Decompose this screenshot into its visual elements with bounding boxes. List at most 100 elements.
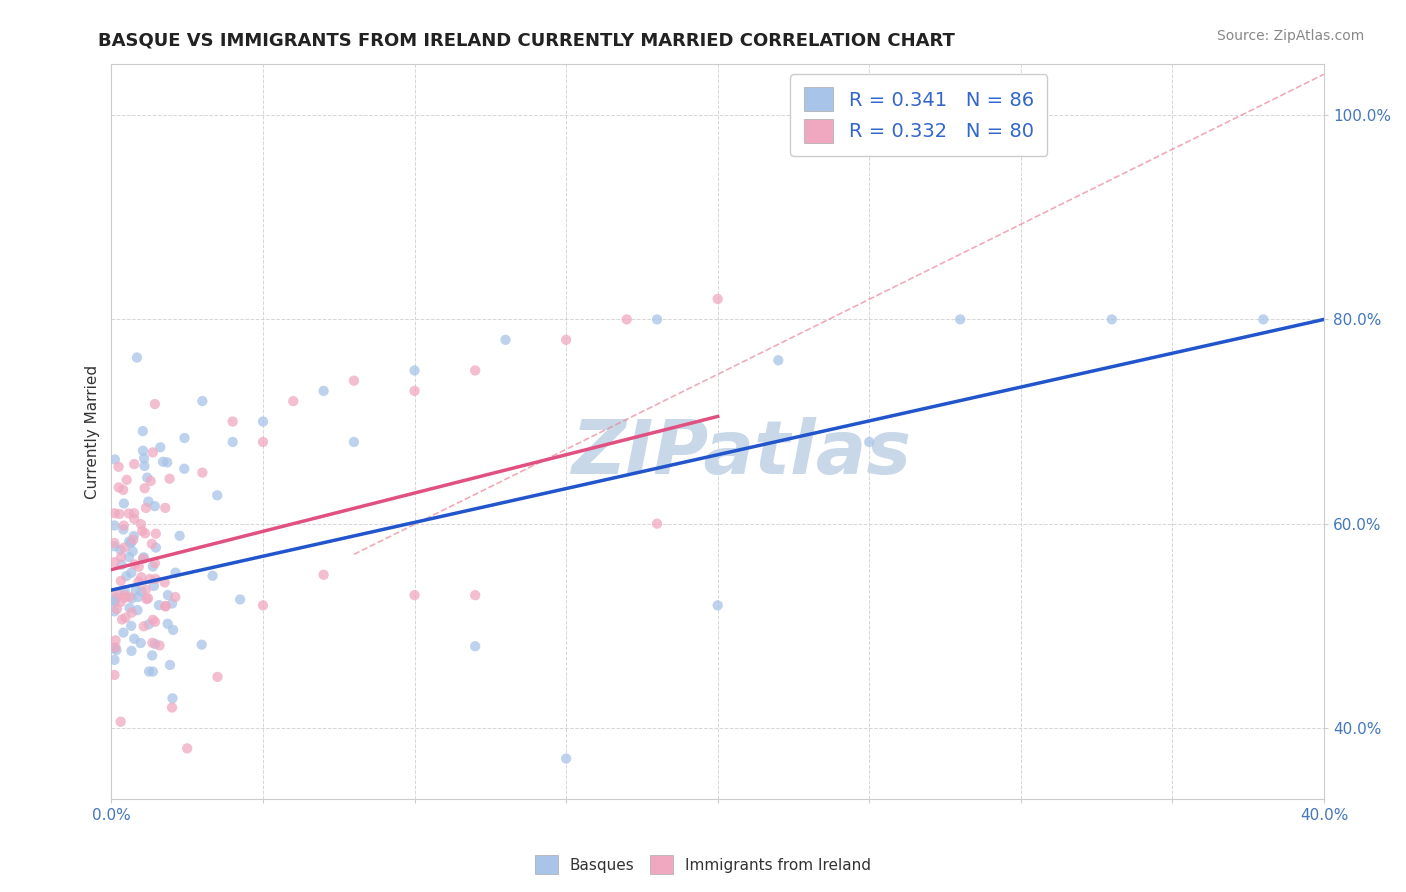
Point [252, 434, 274, 449]
Point [201, 568, 224, 582]
Point [135, 500, 157, 515]
Point [135, 582, 157, 597]
Point [127, 603, 149, 617]
Point [252, 599, 274, 613]
Point [105, 587, 128, 601]
Point [136, 591, 159, 606]
Point [114, 583, 136, 598]
Point [142, 665, 165, 679]
Point [110, 574, 132, 588]
Point [143, 499, 166, 513]
Point [132, 551, 155, 566]
Point [143, 397, 166, 411]
Point [103, 595, 125, 609]
Point [159, 657, 181, 672]
Point [160, 700, 183, 714]
Point [129, 517, 152, 532]
Text: ZIPatlas: ZIPatlas [572, 417, 912, 491]
Point [111, 612, 134, 626]
Point [229, 592, 252, 607]
Point [112, 541, 135, 555]
Text: Source: ZipAtlas.com: Source: ZipAtlas.com [1216, 29, 1364, 43]
Point [173, 462, 195, 476]
Point [136, 470, 159, 484]
Point [138, 617, 160, 632]
Point [103, 604, 125, 618]
Point [105, 643, 128, 657]
Point [112, 483, 135, 497]
Point [125, 351, 148, 365]
Point [191, 466, 214, 480]
Point [706, 599, 728, 613]
Point [159, 472, 181, 486]
Point [141, 636, 163, 650]
Point [104, 633, 127, 648]
Point [768, 353, 790, 368]
Point [142, 579, 165, 593]
Point [142, 613, 165, 627]
Point [131, 584, 153, 599]
Point [118, 601, 141, 615]
Point [165, 590, 187, 604]
Point [134, 481, 156, 495]
Point [118, 534, 141, 549]
Point [153, 575, 176, 590]
Point [128, 559, 150, 574]
Point [110, 714, 132, 729]
Point [125, 583, 148, 598]
Point [191, 394, 214, 409]
Point [114, 591, 136, 605]
Point [149, 440, 172, 454]
Point [555, 751, 578, 765]
Point [112, 625, 135, 640]
Point [121, 644, 143, 658]
Point [124, 558, 146, 572]
Point [110, 550, 132, 565]
Point [118, 590, 141, 604]
Point [145, 572, 167, 586]
Point [156, 588, 179, 602]
Point [122, 632, 145, 646]
Point [110, 595, 132, 609]
Point [142, 445, 165, 459]
Point [155, 599, 177, 613]
Point [149, 639, 172, 653]
Point [252, 415, 274, 429]
Point [122, 529, 145, 543]
Point [404, 588, 426, 602]
Point [162, 623, 184, 637]
Point [343, 374, 366, 388]
Point [122, 457, 145, 471]
Y-axis label: Currently Married: Currently Married [86, 365, 100, 499]
Point [645, 516, 668, 531]
Point [132, 443, 155, 458]
Point [103, 506, 125, 520]
Point [139, 474, 162, 488]
Point [464, 639, 486, 653]
Point [108, 507, 131, 521]
Point [112, 518, 135, 533]
Point [616, 312, 638, 326]
Point [114, 610, 136, 624]
Point [105, 602, 128, 616]
Point [114, 588, 136, 602]
Point [138, 494, 160, 508]
Point [143, 637, 166, 651]
Point [142, 559, 165, 574]
Point [1101, 312, 1123, 326]
Point [110, 542, 132, 557]
Point [312, 567, 335, 582]
Point [156, 616, 179, 631]
Point [156, 455, 179, 469]
Point [121, 606, 143, 620]
Point [495, 333, 517, 347]
Text: BASQUE VS IMMIGRANTS FROM IRELAND CURRENTLY MARRIED CORRELATION CHART: BASQUE VS IMMIGRANTS FROM IRELAND CURREN… [98, 31, 955, 49]
Point [190, 638, 212, 652]
Point [404, 384, 426, 398]
Point [104, 452, 127, 467]
Point [131, 524, 153, 538]
Point [162, 691, 184, 706]
Point [221, 415, 243, 429]
Point [122, 512, 145, 526]
Point [145, 541, 167, 555]
